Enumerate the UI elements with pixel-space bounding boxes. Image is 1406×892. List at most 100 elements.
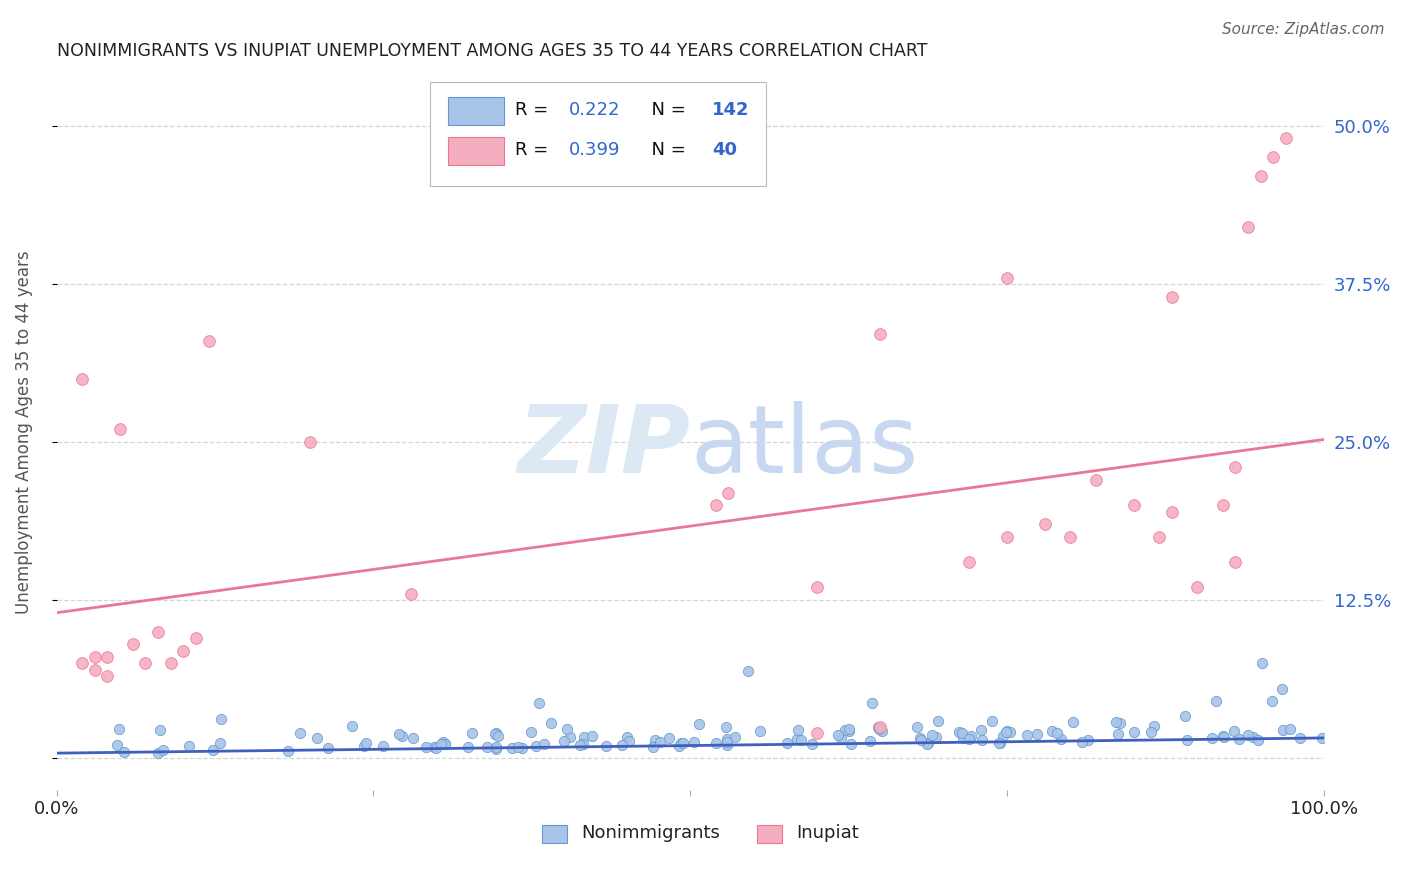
Point [430,737,453,751]
Point [952,725,974,739]
Point [970,733,993,747]
Point [96,650,118,665]
Text: Nonimmigrants: Nonimmigrants [581,823,720,842]
Point [209,712,232,726]
Point [915,737,938,751]
Point [149,723,172,737]
Point [572,730,595,744]
Point [506,739,529,754]
Point [152,742,174,756]
Point [1205,694,1227,708]
Point [70,657,93,671]
Point [737,664,759,678]
Point [683,735,706,749]
Point [1033,517,1056,532]
Point [484,727,506,741]
Point [510,741,533,756]
Point [991,729,1014,743]
Point [787,723,810,737]
Point [1225,460,1247,475]
Point [619,734,641,748]
Point [610,738,633,752]
Point [569,738,592,752]
Point [834,723,856,738]
Point [952,731,974,745]
Point [114,745,136,759]
Point [1084,473,1107,487]
Point [790,733,813,747]
Point [869,720,891,734]
Point [555,723,578,737]
Point [749,724,772,739]
Point [353,739,375,754]
Point [533,737,555,751]
Point [716,738,738,752]
Point [401,587,423,601]
Point [641,739,664,754]
Point [717,485,740,500]
Point [672,736,695,750]
Point [1213,730,1236,744]
Point [105,739,128,753]
Point [1109,716,1132,731]
Point [860,696,883,710]
Point [910,732,932,747]
Point [905,720,928,734]
Point [488,729,510,743]
Point [970,723,993,738]
Point [121,637,143,651]
Point [415,740,437,755]
Point [1147,530,1170,544]
Point [83,650,105,665]
Text: N =: N = [640,101,692,120]
Point [202,743,225,757]
Point [1275,131,1298,145]
FancyBboxPatch shape [449,136,503,165]
Point [422,739,444,754]
Point [1025,726,1047,740]
Point [776,736,799,750]
Point [838,723,860,737]
Point [1237,728,1260,742]
Point [1140,725,1163,739]
FancyBboxPatch shape [449,96,503,125]
Point [870,723,893,738]
Point [288,725,311,739]
Point [553,733,575,747]
Point [959,729,981,743]
Point [838,723,860,738]
Point [96,669,118,683]
Point [1222,724,1244,739]
Y-axis label: Unemployment Among Ages 35 to 44 years: Unemployment Among Ages 35 to 44 years [15,251,32,615]
Point [1017,728,1039,742]
Point [461,726,484,740]
Point [425,741,447,756]
Point [917,736,939,750]
Point [373,739,395,753]
Text: N =: N = [640,141,692,160]
Point [172,643,194,657]
Point [83,663,105,677]
Point [927,714,949,729]
Point [981,714,1004,728]
Point [1201,731,1223,745]
Text: R =: R = [516,141,554,160]
FancyBboxPatch shape [758,825,782,844]
Point [1241,730,1264,744]
Point [1185,581,1208,595]
Point [1278,723,1301,737]
Point [714,720,737,734]
Point [948,725,970,739]
Point [434,737,457,751]
Text: NONIMMIGRANTS VS INUPIAT UNEMPLOYMENT AMONG AGES 35 TO 44 YEARS CORRELATION CHAR: NONIMMIGRANTS VS INUPIAT UNEMPLOYMENT AM… [56,42,927,60]
Point [704,498,727,512]
Point [995,725,1018,739]
Text: ZIP: ZIP [517,401,690,492]
Point [1160,289,1182,303]
Point [957,555,980,569]
Point [1046,726,1069,740]
Point [988,736,1011,750]
Point [868,720,890,734]
Point [485,726,508,740]
Point [1143,719,1166,733]
